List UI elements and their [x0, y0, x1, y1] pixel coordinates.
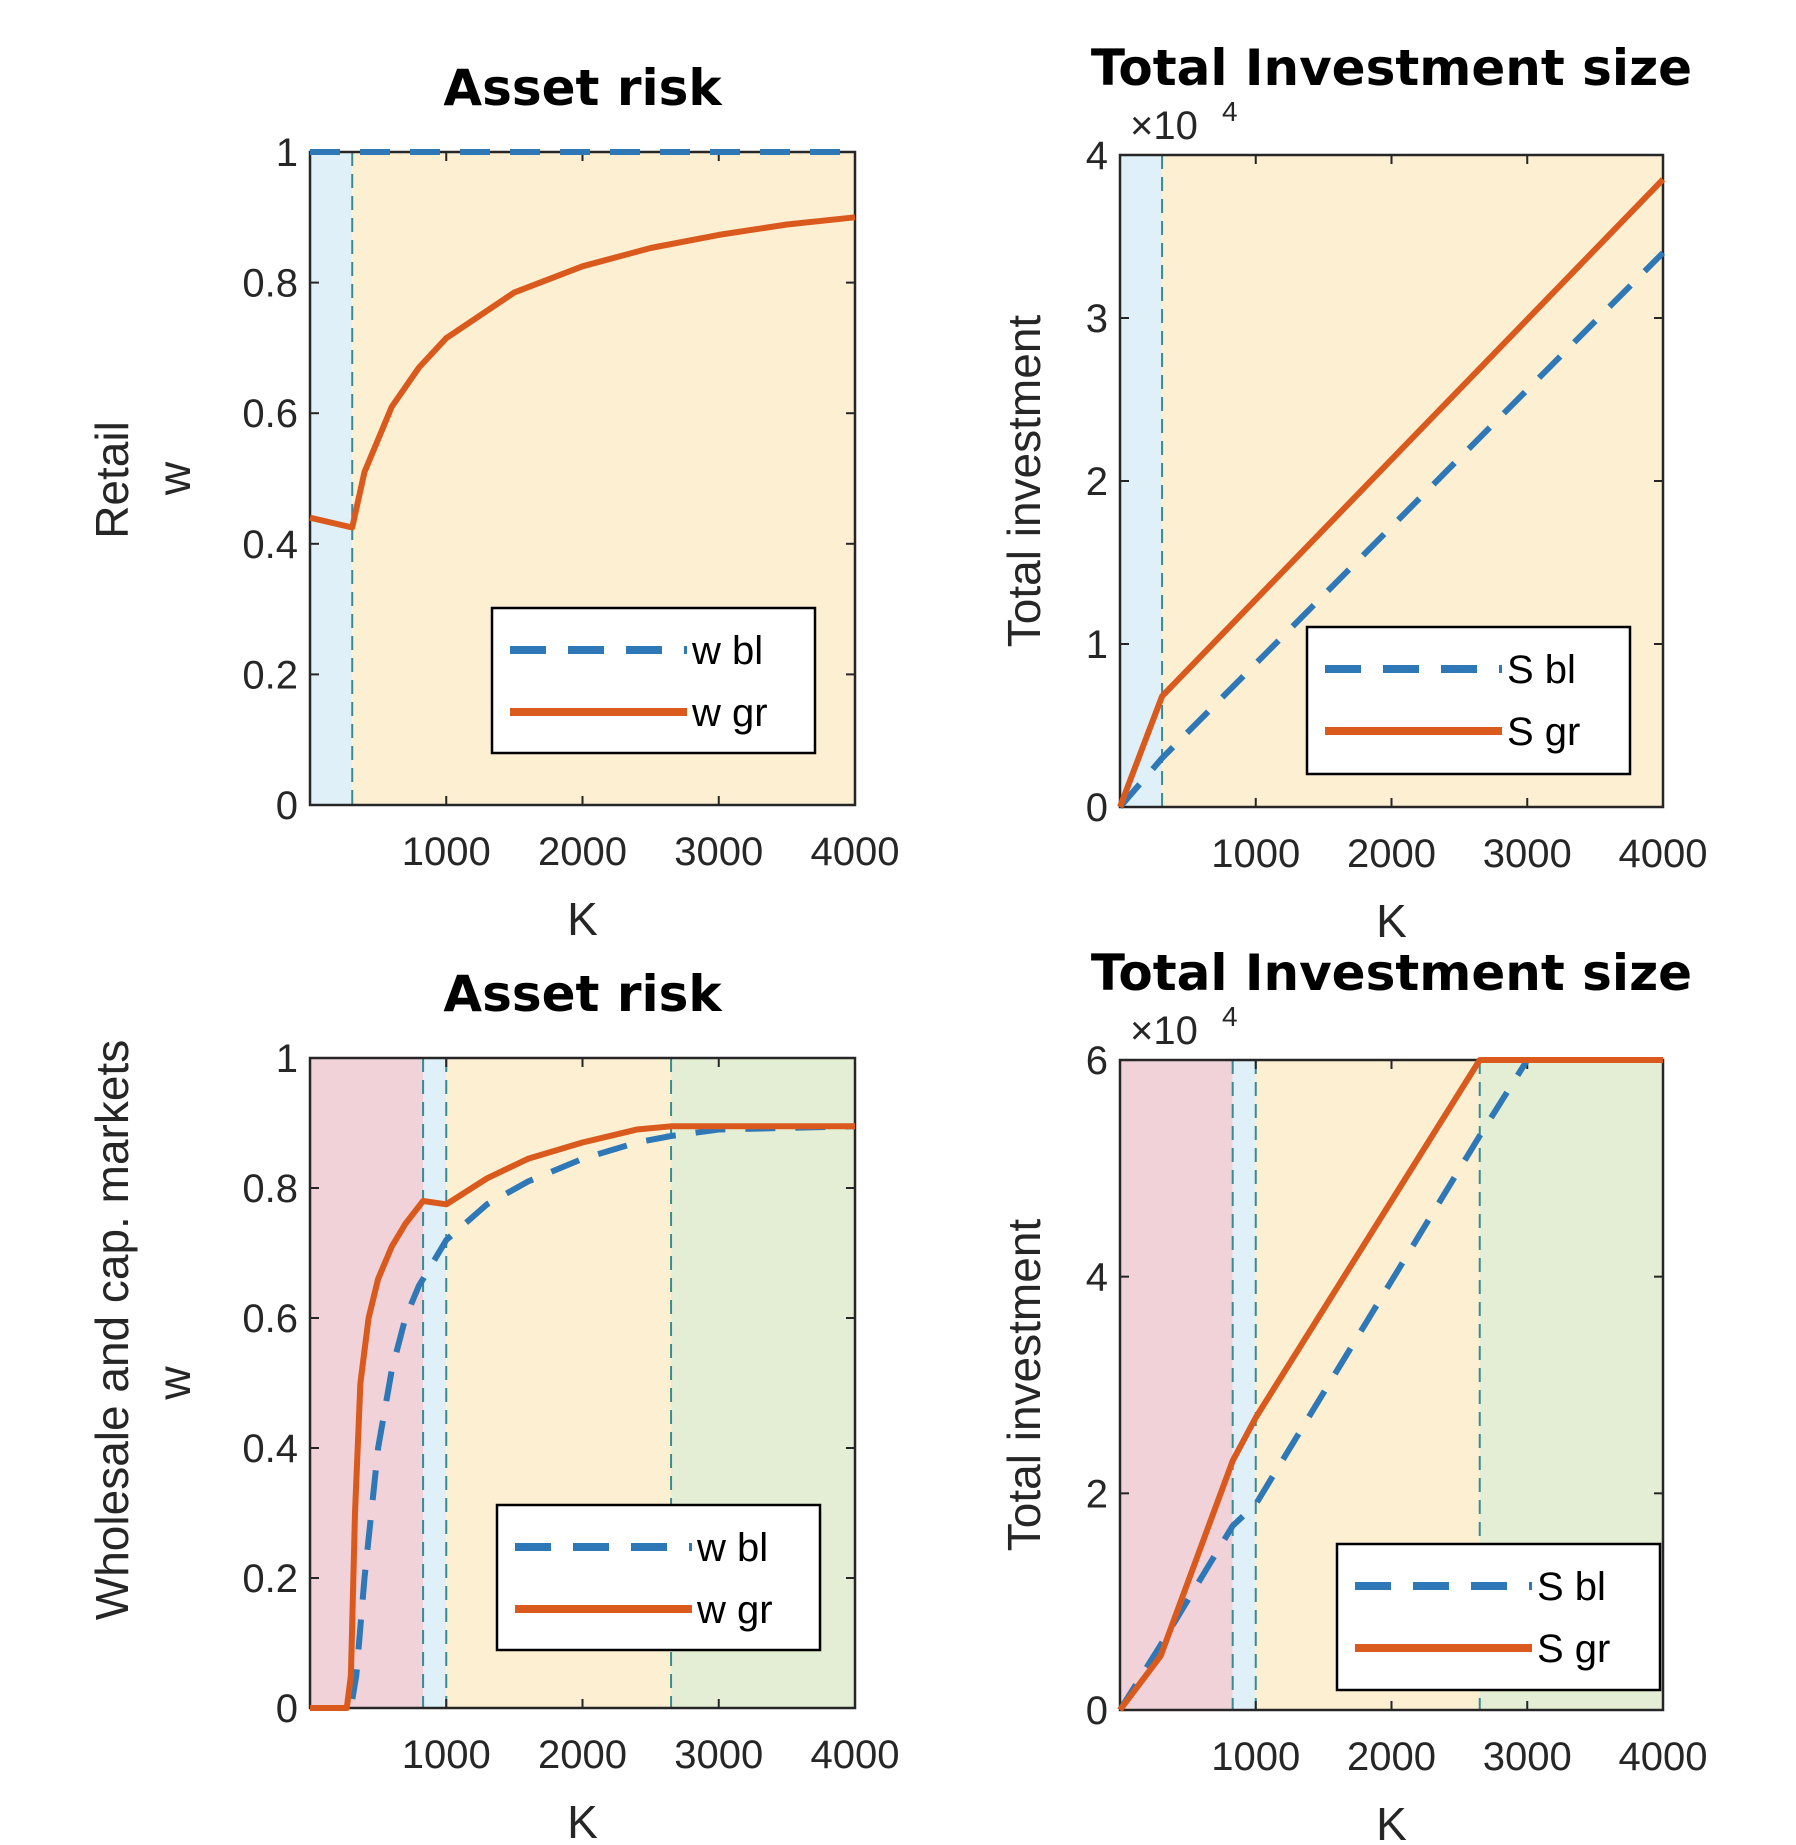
- y-tick-label: 0.4: [242, 523, 298, 567]
- y-tick-label: 0.8: [242, 1167, 298, 1211]
- x-tick-label: 3000: [674, 1733, 763, 1777]
- y-tick-label: 2: [1086, 460, 1108, 504]
- y-tick-label: 0: [276, 784, 298, 828]
- y-tick-label: 0: [1086, 786, 1108, 830]
- chart-title: Asset risk: [443, 59, 723, 117]
- y-tick-label: 0.2: [242, 653, 298, 697]
- x-tick-label: 4000: [1619, 1735, 1708, 1779]
- y-axis-exponent-power: 4: [1222, 1001, 1238, 1032]
- y-axis-label: w: [148, 461, 200, 496]
- legend-label: S bl: [1537, 1565, 1606, 1609]
- legend-label: w gr: [691, 691, 768, 735]
- chart-title: Total Investment size: [1091, 39, 1692, 97]
- x-tick-label: 2000: [1347, 1735, 1436, 1779]
- y-axis-label: Total investment: [998, 1219, 1050, 1552]
- y-tick-label: 0: [1086, 1689, 1108, 1733]
- y-axis-label: Total investment: [998, 315, 1050, 648]
- y-tick-label: 0: [276, 1687, 298, 1731]
- x-tick-label: 1000: [402, 1733, 491, 1777]
- y-tick-label: 1: [1086, 623, 1108, 667]
- row-label-wholesale: Wholesale and cap. markets: [86, 1040, 138, 1620]
- row-label-retail: Retail: [86, 421, 138, 539]
- x-tick-label: 2000: [1347, 832, 1436, 876]
- chart-panel-1: 1000 2000 3000 4000 0 0.2 0.4 0.6 0.8 1 Asset risk…: [148, 59, 899, 945]
- y-tick-label: 0.8: [242, 262, 298, 306]
- x-tick-label: 2000: [538, 1733, 627, 1777]
- series-line-S-bl: [1117, 250, 1666, 809]
- legend-label: w bl: [691, 629, 763, 673]
- chart-panel-4: 1000 2000 3000 4000 0 2 4 6 Total Investment siz…: [998, 944, 1707, 1845]
- y-tick-label: 1: [276, 1037, 298, 1081]
- y-tick-label: 0.6: [242, 1297, 298, 1341]
- x-axis-label: K: [567, 893, 598, 945]
- y-axis-exponent-power: 4: [1222, 96, 1238, 127]
- y-tick-label: 0.2: [242, 1557, 298, 1601]
- y-axis-exponent: ×10: [1130, 1009, 1198, 1053]
- legend-box: [495, 1503, 822, 1652]
- y-axis-label: w: [148, 1366, 200, 1401]
- y-tick-label: 3: [1086, 297, 1108, 341]
- x-tick-label: 3000: [1483, 832, 1572, 876]
- legend-label: w gr: [696, 1588, 773, 1632]
- x-tick-label: 3000: [674, 830, 763, 874]
- series-line-S-gr: [1117, 177, 1666, 809]
- chart-title: Asset risk: [443, 965, 723, 1023]
- x-axis-label: K: [1376, 1798, 1407, 1845]
- chart-panel-3: 1000 2000 3000 4000 0 0.2 0.4 0.6 0.8 1 Asset risk…: [148, 965, 899, 1845]
- legend-box: [1305, 625, 1632, 776]
- x-tick-label: 4000: [1619, 832, 1708, 876]
- region-2: [1232, 1060, 1256, 1710]
- series-line-w-gr: [309, 214, 856, 531]
- series-line-w-bl: [310, 1123, 856, 1711]
- y-tick-label: 0.4: [242, 1427, 298, 1471]
- series-line-w-gr: [310, 1123, 855, 1711]
- y-axis-exponent: ×10: [1130, 104, 1198, 148]
- region-1: [310, 152, 353, 805]
- y-tick-label: 4: [1086, 1256, 1108, 1300]
- region-1: [310, 1058, 424, 1708]
- legend-box: [490, 606, 817, 755]
- legend-label: S gr: [1507, 710, 1580, 754]
- legend-label: w bl: [696, 1526, 768, 1570]
- y-tick-label: 4: [1086, 134, 1108, 178]
- y-tick-label: 2: [1086, 1472, 1108, 1516]
- x-tick-label: 4000: [811, 830, 900, 874]
- x-tick-label: 1000: [1211, 1735, 1300, 1779]
- chart-title: Total Investment size: [1091, 944, 1692, 1002]
- x-tick-label: 4000: [811, 1733, 900, 1777]
- x-axis-label: K: [1376, 895, 1407, 947]
- y-tick-label: 6: [1086, 1039, 1108, 1083]
- legend-label: S gr: [1537, 1627, 1610, 1671]
- legend-box: [1335, 1542, 1662, 1692]
- legend-label: S bl: [1507, 648, 1576, 692]
- y-tick-label: 1: [276, 131, 298, 175]
- x-axis-label: K: [567, 1796, 598, 1845]
- region-1: [1120, 1060, 1233, 1710]
- x-tick-label: 1000: [1211, 832, 1300, 876]
- region-2: [423, 1058, 447, 1708]
- x-tick-label: 3000: [1483, 1735, 1572, 1779]
- series-line-S-gr: [1117, 1057, 1663, 1712]
- x-tick-label: 1000: [402, 830, 491, 874]
- x-tick-label: 2000: [538, 830, 627, 874]
- y-tick-label: 0.6: [242, 392, 298, 436]
